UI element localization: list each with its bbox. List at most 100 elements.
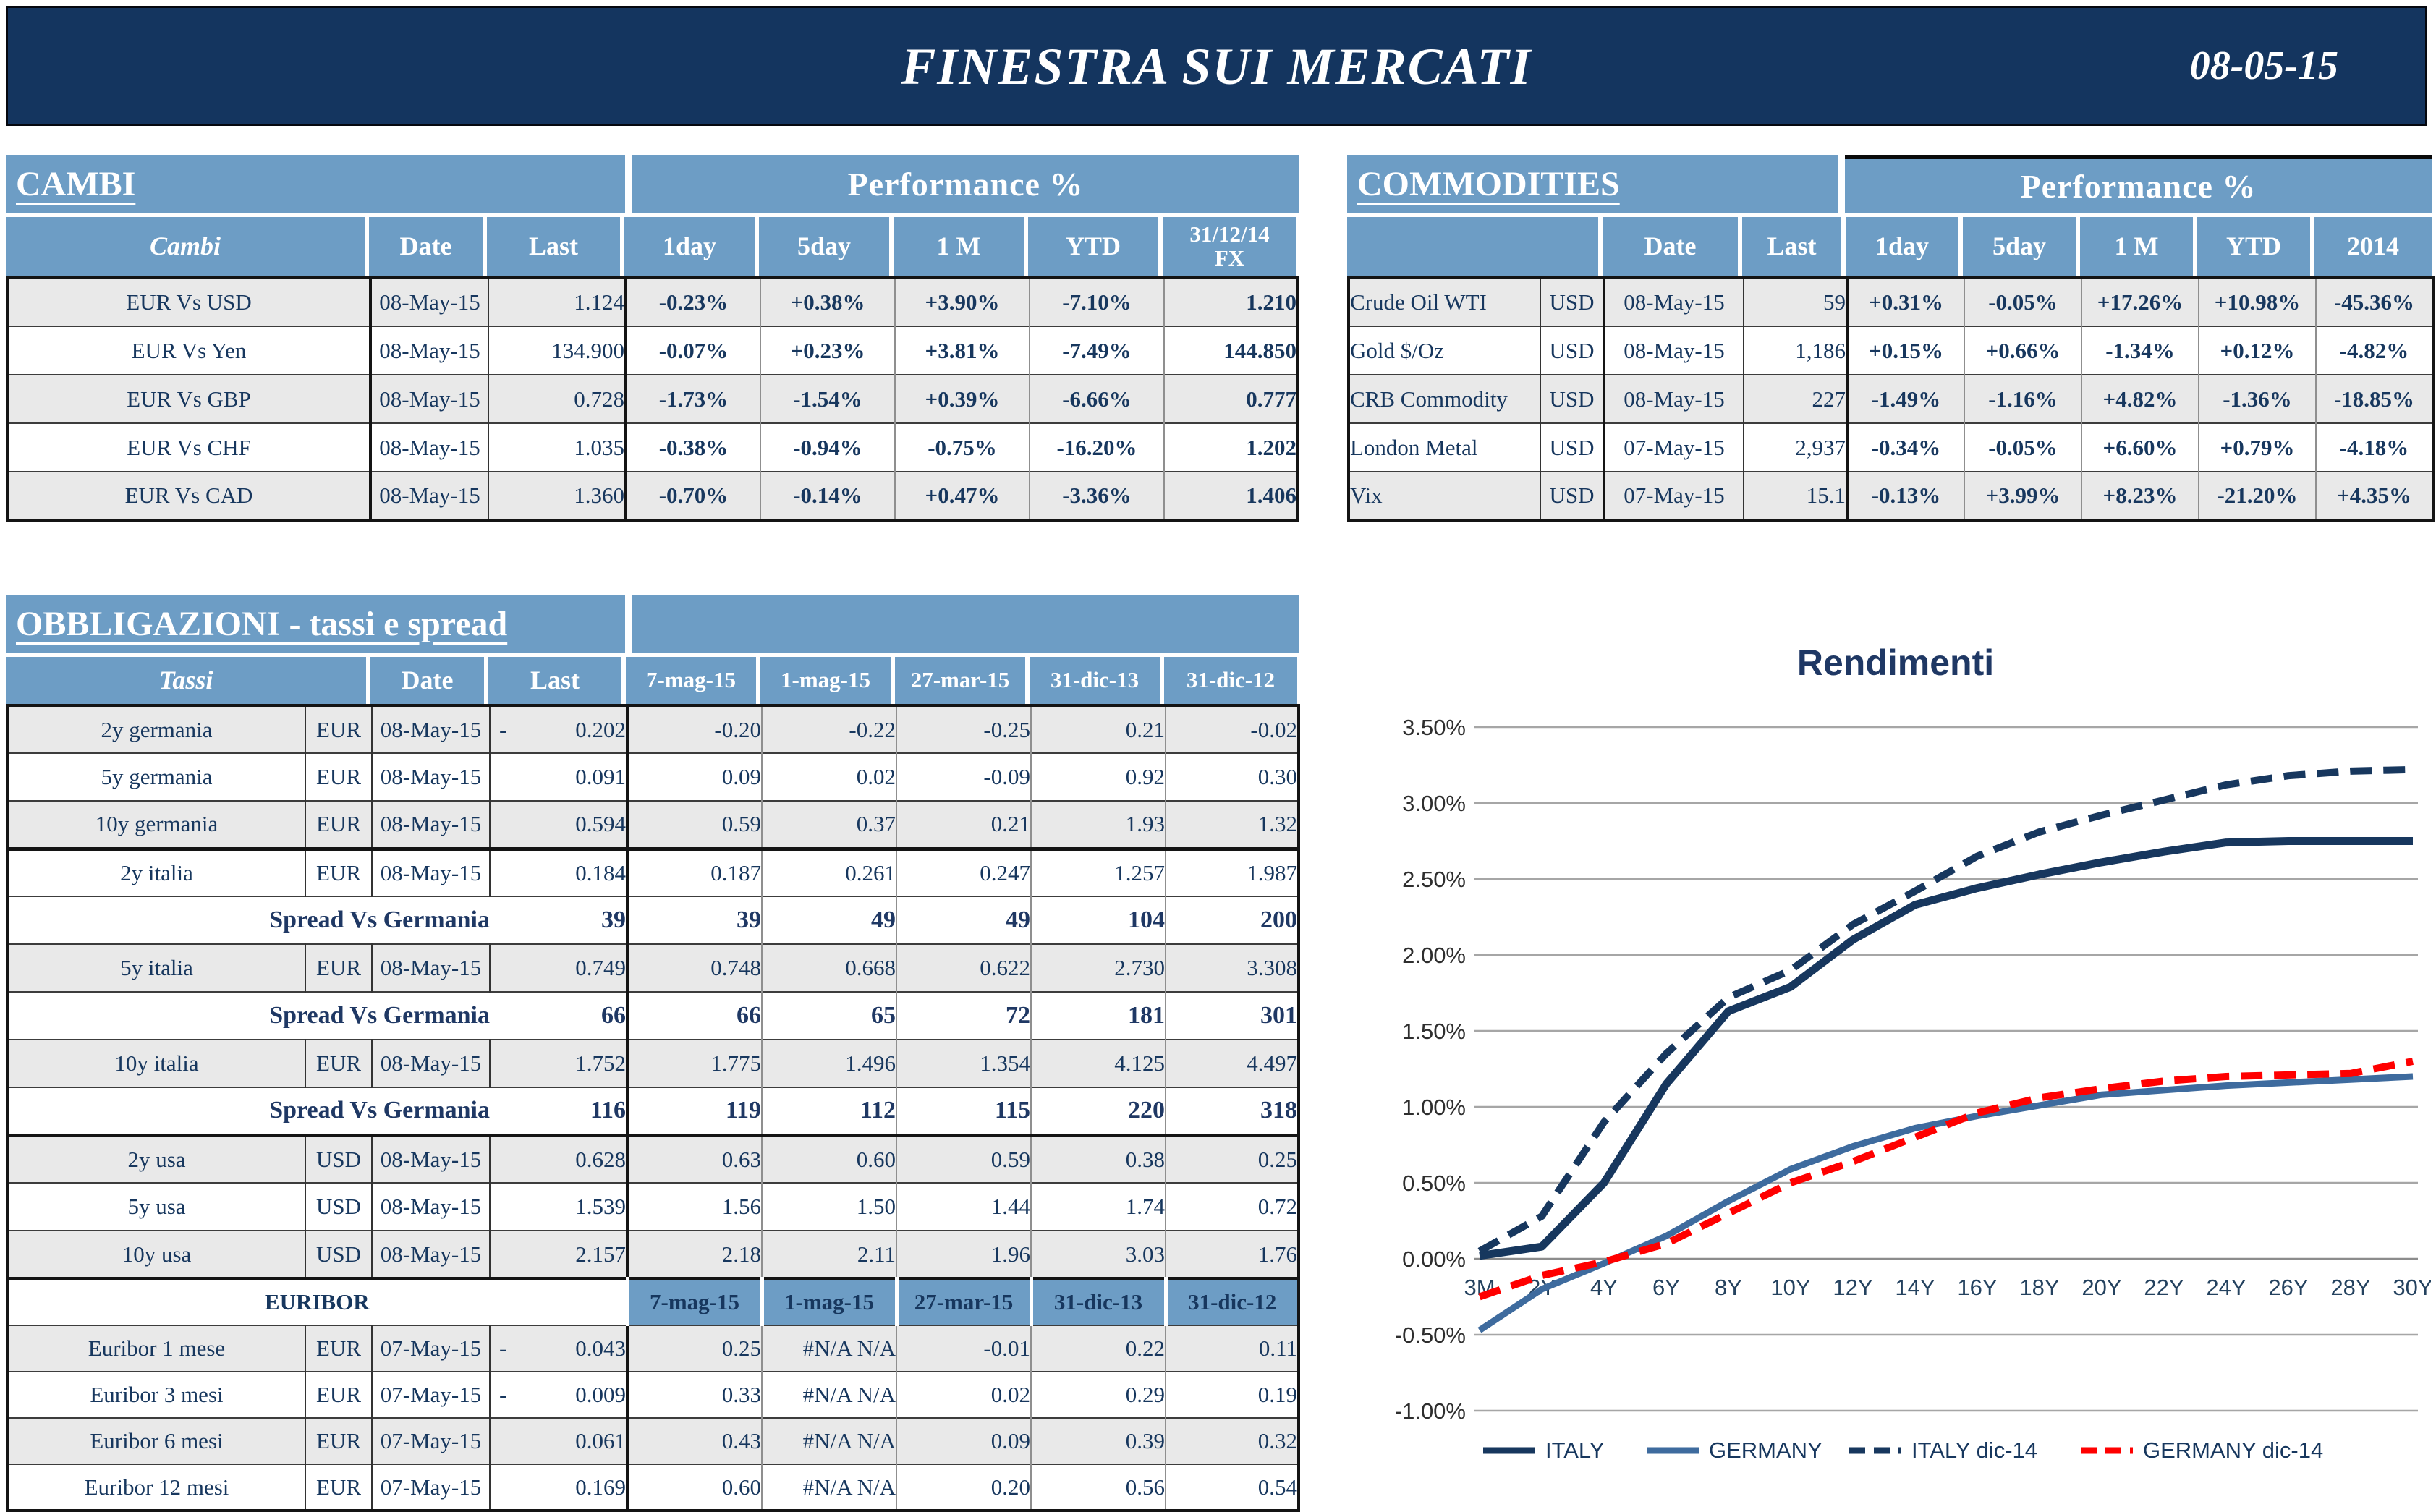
- history-cell: 0.19: [1166, 1371, 1299, 1418]
- history-cell: 0.33: [626, 1371, 763, 1418]
- date-cell: 08-May-15: [1604, 374, 1744, 423]
- currency-cell: USD: [1540, 326, 1605, 375]
- euribor-label: Euribor 1 mese: [7, 1325, 306, 1372]
- perf-cell: -3.36%: [1030, 471, 1165, 520]
- history-cell: 115: [896, 1087, 1032, 1137]
- currency-cell: USD: [1540, 277, 1605, 326]
- history-cell: 1.354: [896, 1039, 1032, 1087]
- column-header: 31-dic-12: [1164, 657, 1297, 704]
- currency-cell: EUR: [305, 705, 373, 753]
- last-cell: 227: [1744, 374, 1849, 423]
- last-cell: 0.169: [490, 1464, 627, 1511]
- history-cell: 0.59: [896, 1134, 1032, 1183]
- last-cell: 0.009-: [490, 1371, 627, 1418]
- history-cell: 1.257: [1031, 848, 1166, 896]
- cambi-column-headers: Cambi Date Last 1day 5day 1 M YTD 31/12/14 FX: [6, 217, 1299, 276]
- obbligazioni-column-headers: Tassi Date Last 7-mag-15 1-mag-15 27-mar-15 31…: [6, 657, 1299, 704]
- x-axis-tick: 10Y: [1770, 1275, 1810, 1300]
- column-header: Date: [1603, 217, 1742, 276]
- pair-label: EUR Vs USD: [7, 277, 372, 326]
- obbligazioni-data-grid: 2y germania EUR 08-May-15 0.202- -0.20 -0.22-…: [6, 704, 1300, 1512]
- history-cell: 200: [1166, 896, 1299, 944]
- perf-cell: -16.20%: [1030, 422, 1165, 472]
- column-header: Date: [370, 657, 488, 704]
- history-cell: 0.09: [896, 1417, 1032, 1464]
- date-cell: 08-May-15: [370, 326, 489, 375]
- pair-label: EUR Vs CAD: [7, 471, 372, 520]
- commodity-row: London Metal USD 07-May-15 2,937 -0.34% -0.05…: [1349, 422, 2433, 472]
- bond-row: Euribor 12 mesi EUR 07-May-15 0.169 0.60 #N/A…: [7, 1464, 1299, 1511]
- commodity-row: CRB Commodity USD 08-May-15 227 -1.49% -1.16%…: [1349, 374, 2433, 423]
- last-cell: 1,186: [1744, 326, 1849, 375]
- spread-label: Spread Vs Germania: [7, 896, 490, 944]
- perf-cell: +4.35%: [2316, 471, 2433, 520]
- y-axis-tick: 1.00%: [1402, 1095, 1466, 1120]
- history-cell: -0.25: [896, 705, 1032, 753]
- spread-row: Spread Vs Germania 66 66 65 72 181 301: [7, 991, 1299, 1040]
- date-cell: 08-May-15: [372, 800, 491, 851]
- history-cell: 0.54: [1166, 1464, 1299, 1511]
- currency-cell: EUR: [305, 1325, 373, 1372]
- pair-label: EUR Vs Yen: [7, 326, 372, 375]
- history-cell: 0.29: [1031, 1371, 1166, 1418]
- column-header: YTD: [1028, 217, 1163, 276]
- commodity-label: Crude Oil WTI: [1349, 277, 1541, 326]
- column-header: 31-dic-13: [1030, 657, 1164, 704]
- commodities-data-grid: Crude Oil WTI USD 08-May-15 59 +0.31% -0.05% +…: [1347, 276, 2435, 522]
- x-axis-tick: 8Y: [1715, 1275, 1742, 1300]
- fx-ref-cell: 0.777: [1164, 374, 1298, 423]
- x-axis-tick: 24Y: [2206, 1275, 2246, 1300]
- euribor-column-header: 31-dic-12: [1163, 1277, 1299, 1325]
- negative-dash: -: [499, 1335, 507, 1361]
- history-cell: 0.63: [626, 1134, 763, 1183]
- commodity-row: Gold $/Oz USD 08-May-15 1,186 +0.15% +0.66% -1…: [1349, 326, 2433, 375]
- spread-last-cell: 116: [490, 1087, 627, 1137]
- perf-cell: -45.36%: [2316, 277, 2433, 326]
- column-header: 1day: [624, 217, 759, 276]
- history-cell: 0.56: [1031, 1464, 1166, 1511]
- date-cell: 08-May-15: [1604, 277, 1744, 326]
- date-cell: 08-May-15: [372, 848, 491, 896]
- perf-cell: -4.18%: [2316, 422, 2433, 472]
- euribor-column-header: 31-dic-13: [1029, 1277, 1166, 1325]
- history-cell: 181: [1031, 991, 1166, 1040]
- history-cell: 65: [762, 991, 897, 1040]
- obbligazioni-band-filler: [632, 595, 1299, 653]
- column-header: 1day: [1846, 217, 1963, 276]
- history-cell: -0.02: [1166, 705, 1299, 753]
- history-cell: 0.187: [626, 848, 763, 896]
- negative-dash: -: [499, 716, 507, 742]
- perf-cell: -0.14%: [760, 471, 896, 520]
- history-cell: 112: [762, 1087, 897, 1137]
- commodities-table: COMMODITIES Performance % Date Last 1day 5d…: [1347, 155, 2435, 522]
- history-cell: 1.76: [1166, 1230, 1299, 1278]
- column-header: 27-mar-15: [895, 657, 1030, 704]
- perf-cell: -0.75%: [895, 422, 1030, 472]
- last-cell: 0.594: [490, 800, 627, 851]
- perf-cell: +3.81%: [895, 326, 1030, 375]
- history-cell: 0.39: [1031, 1417, 1166, 1464]
- bond-row: 10y usa USD 08-May-15 2.157 2.18 2.11 1.96 3.03…: [7, 1230, 1299, 1278]
- column-header: 2014: [2314, 217, 2432, 276]
- euribor-header-row: EURIBOR 7-mag-15 1-mag-15 27-mar-15 31-dic-1…: [7, 1277, 1299, 1325]
- history-cell: 4.125: [1031, 1039, 1166, 1087]
- history-cell: 0.43: [626, 1417, 763, 1464]
- last-cell: 0.728: [488, 374, 627, 423]
- x-axis-tick: 4Y: [1590, 1275, 1618, 1300]
- history-cell: 0.622: [896, 943, 1032, 992]
- spread-last-cell: 39: [490, 896, 627, 944]
- perf-cell: -18.85%: [2316, 374, 2433, 423]
- history-cell: #N/A N/A: [762, 1417, 897, 1464]
- perf-cell: -0.34%: [1847, 422, 1965, 472]
- bond-label: 10y italia: [7, 1039, 306, 1087]
- bond-row: 2y italia EUR 08-May-15 0.184 0.187 0.261 0.24…: [7, 848, 1299, 896]
- history-cell: 0.261: [762, 848, 897, 896]
- history-cell: 39: [626, 896, 763, 944]
- perf-cell: +0.79%: [2199, 422, 2317, 472]
- last-cell: 0.628: [490, 1134, 627, 1183]
- history-cell: #N/A N/A: [762, 1464, 897, 1511]
- history-cell: 0.25: [626, 1325, 763, 1372]
- bond-label: 5y usa: [7, 1182, 306, 1231]
- bond-row: Euribor 3 mesi EUR 07-May-15 0.009-0.33 #N/A…: [7, 1371, 1299, 1418]
- history-cell: -0.01: [896, 1325, 1032, 1372]
